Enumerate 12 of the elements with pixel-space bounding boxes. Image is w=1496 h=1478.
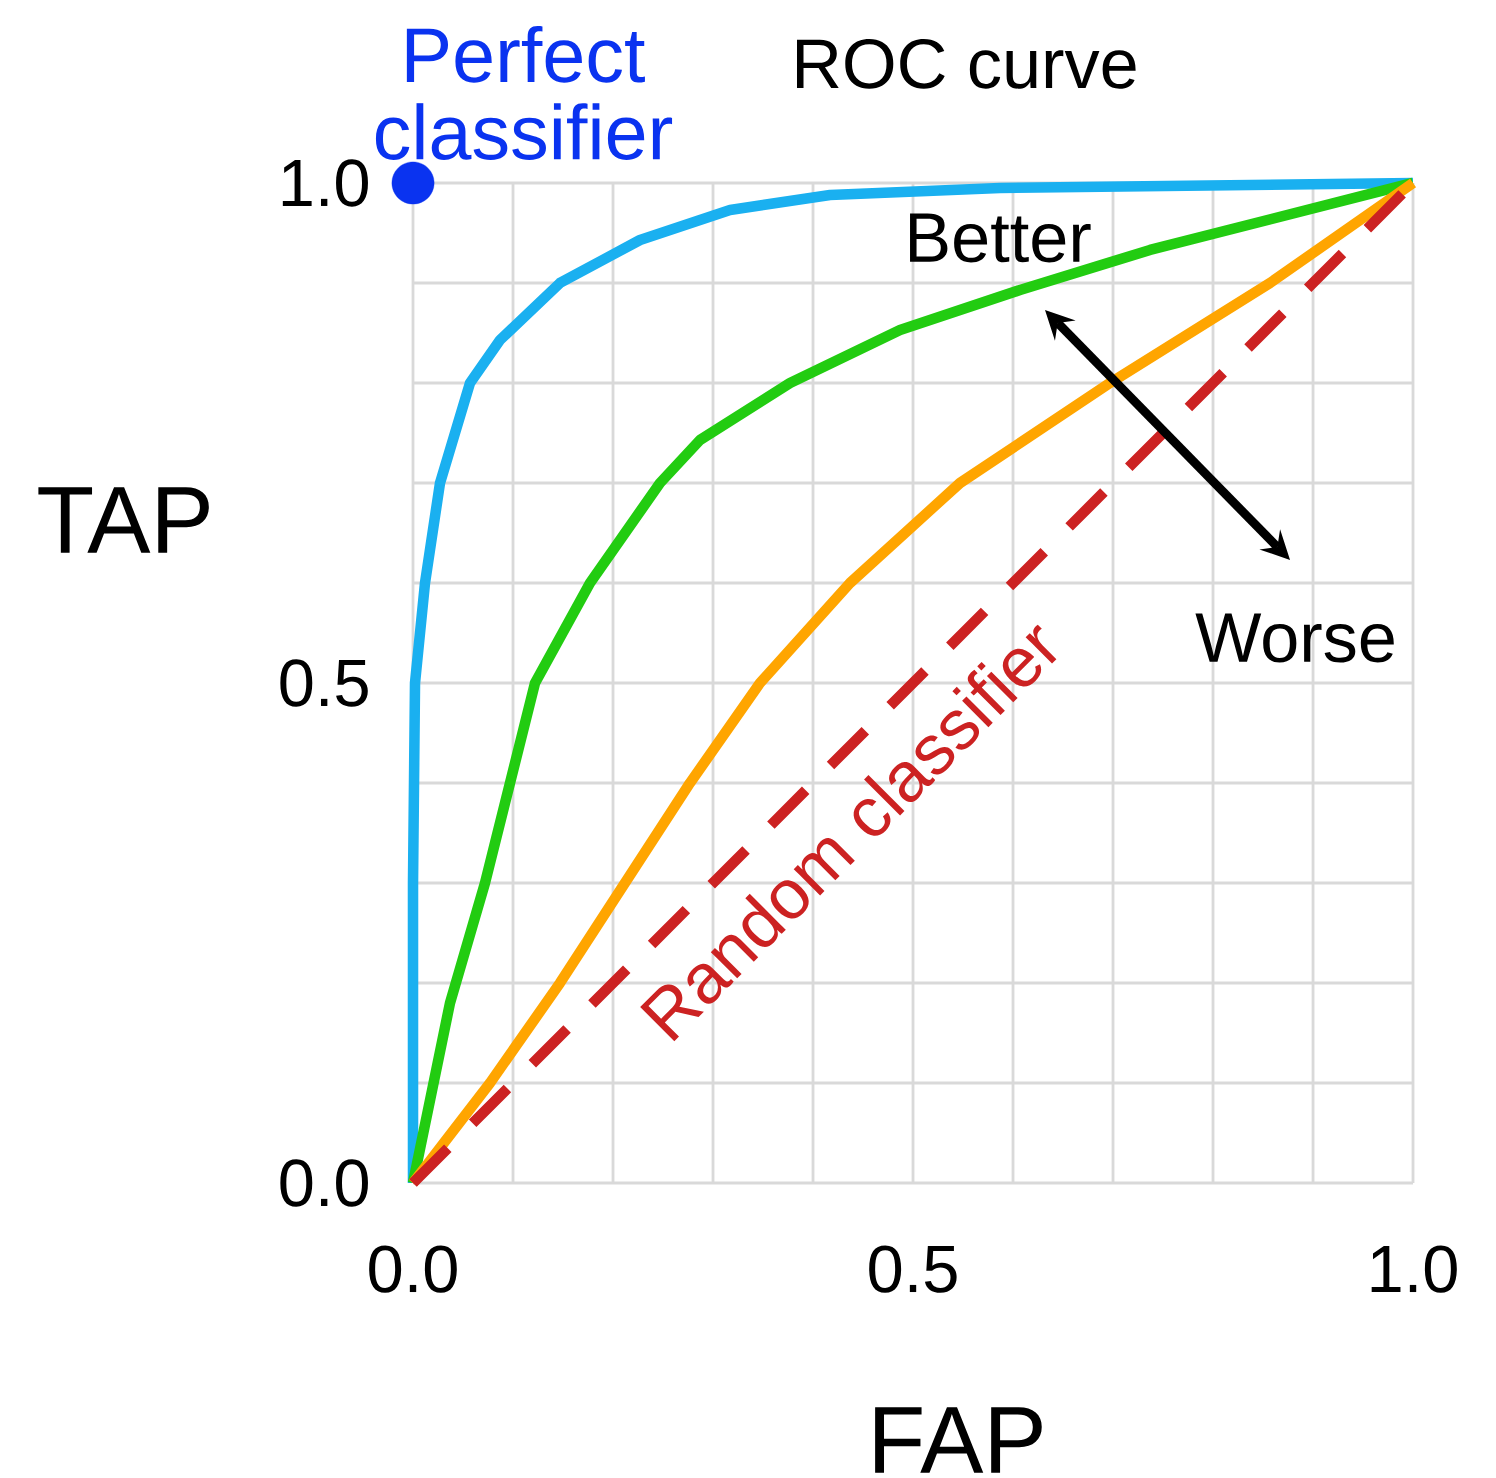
x-tick-label: 1.0 [1371, 1245, 1457, 1293]
chart-title: ROC curve [797, 39, 1136, 89]
y-tick-label: 1.0 [282, 159, 368, 207]
y-tick-label: 0.5 [280, 659, 368, 707]
text: Perfect classifier [375, 25, 673, 161]
annotation: Worse [1195, 613, 1394, 663]
x-tick-label: 0.0 [369, 1245, 457, 1293]
annotation: Better [910, 213, 1091, 263]
y-tick-label: 0.0 [280, 1159, 368, 1207]
x-tick-label: 0.5 [869, 1245, 957, 1293]
y-axis-title: TAP [38, 487, 209, 553]
x-axis-title: FAP [875, 1407, 1042, 1473]
